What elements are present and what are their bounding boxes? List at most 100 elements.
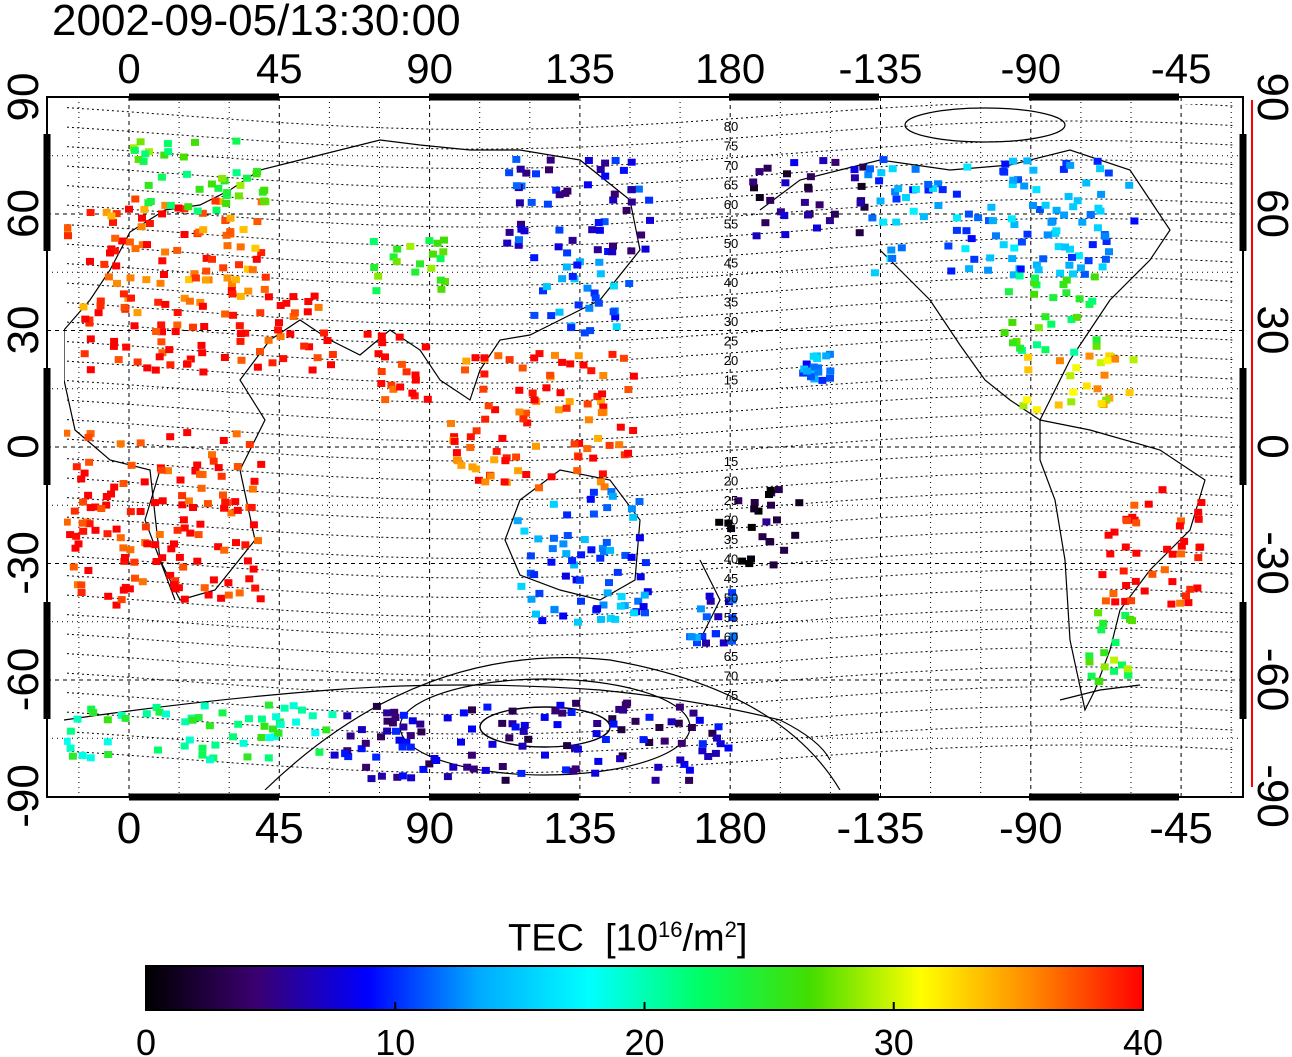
tec-cell: [1132, 519, 1141, 527]
tec-cell: [831, 158, 840, 166]
tec-cell: [157, 338, 166, 346]
tec-cell: [330, 751, 339, 759]
contour-label: 40: [724, 552, 738, 567]
tec-cell: [938, 186, 947, 194]
tec-cell: [1069, 203, 1078, 211]
tec-cell: [154, 746, 162, 754]
tec-cell: [635, 534, 644, 542]
tec-cell: [374, 350, 383, 358]
tec-cell: [634, 185, 643, 193]
tec-cell: [1100, 663, 1109, 671]
tec-cell: [236, 243, 245, 251]
tec-cell: [381, 396, 390, 404]
tec-cell: [692, 634, 701, 641]
tec-cell: [199, 226, 208, 234]
tec-cell: [218, 174, 227, 182]
tec-cell: [780, 212, 789, 220]
tec-cell: [130, 146, 139, 154]
tec-cell: [142, 710, 151, 718]
tec-cell: [1000, 168, 1009, 176]
tec-cell: [119, 544, 128, 552]
tec-cell: [570, 561, 579, 569]
colorbar-tick-label: 10: [375, 1022, 415, 1057]
tec-cell: [247, 504, 256, 511]
tec-cell: [640, 591, 649, 599]
tec-cell: [714, 723, 723, 731]
tec-cell: [563, 249, 572, 257]
tec-cell: [1111, 598, 1120, 606]
tec-cell: [1072, 364, 1081, 372]
tec-cell: [676, 756, 685, 764]
tec-cell: [161, 201, 170, 209]
tec-cell: [131, 195, 140, 203]
tec-cell: [766, 196, 775, 204]
tec-cell: [167, 545, 176, 553]
tec-cell: [74, 540, 83, 548]
tec-cell: [636, 573, 645, 581]
contour-label: 65: [724, 649, 738, 664]
tec-cell: [96, 302, 105, 310]
tec-cell: [119, 586, 128, 594]
tec-cell: [64, 224, 72, 232]
tec-cell: [481, 415, 490, 423]
lon-tick-bottom: 180: [693, 804, 766, 853]
tec-cell: [621, 551, 630, 559]
tec-cell: [747, 523, 756, 531]
contour-line: [64, 218, 1235, 247]
tec-cell: [116, 534, 125, 542]
tec-cell: [610, 190, 619, 198]
tec-cell: [170, 540, 178, 548]
tec-cell: [145, 220, 154, 227]
tec-cell: [449, 763, 458, 771]
tec-cell: [112, 262, 121, 270]
tec-cell: [528, 389, 537, 397]
tec-cell: [517, 769, 526, 777]
coastline-outlines: [64, 139, 1206, 761]
tec-cell: [654, 763, 663, 771]
tec-cell: [924, 186, 933, 194]
tec-cell: [243, 174, 251, 182]
south-pole-contour-mid: [399, 678, 691, 776]
tec-cell: [1001, 160, 1010, 168]
tec-cell: [223, 274, 232, 282]
tec-cell: [765, 491, 773, 498]
tec-cell: [1069, 270, 1077, 278]
tec-cell: [406, 743, 415, 751]
tec-cell: [601, 736, 610, 743]
tec-cell: [140, 205, 149, 213]
tec-cell: [377, 380, 386, 387]
tec-cell: [486, 472, 495, 480]
tec-cell: [1067, 398, 1076, 406]
tec-cell: [377, 772, 386, 780]
tec-cell: [341, 750, 350, 758]
tec-cell: [322, 726, 331, 734]
tec-cell: [530, 311, 539, 319]
contour-labels: 80 75 70 65 60 55 50 45 40 35 30 25 20 15 15 20 25 30 35 40…: [724, 119, 738, 703]
tec-cell: [315, 748, 324, 756]
tec-cell: [256, 309, 265, 317]
contour-line: [64, 452, 1235, 481]
contour-line: [64, 104, 1235, 130]
tec-cell: [1088, 241, 1097, 249]
tec-cell: [551, 707, 560, 715]
contour-label: 45: [724, 256, 738, 271]
tec-cell: [127, 294, 135, 302]
contour-line: [64, 179, 1235, 208]
tec-cell: [574, 618, 582, 626]
tec-cell: [1085, 652, 1094, 660]
tec-cell: [1072, 313, 1081, 321]
tec-cell: [600, 218, 609, 226]
tec-cell: [1055, 357, 1064, 365]
tec-cell: [953, 214, 961, 222]
tec-cell: [762, 518, 771, 526]
colorbar-title-text: TEC: [508, 917, 584, 960]
colorbar-title: TEC [1016/m2]: [508, 908, 747, 961]
tec-cell: [727, 525, 736, 533]
contour-line: [64, 140, 1235, 169]
tec-cell: [1186, 585, 1195, 593]
contour-label: 60: [724, 197, 738, 212]
tec-cell: [714, 613, 723, 621]
tec-cell: [599, 601, 608, 609]
tec-cell: [569, 767, 578, 775]
tec-cell: [245, 441, 254, 448]
